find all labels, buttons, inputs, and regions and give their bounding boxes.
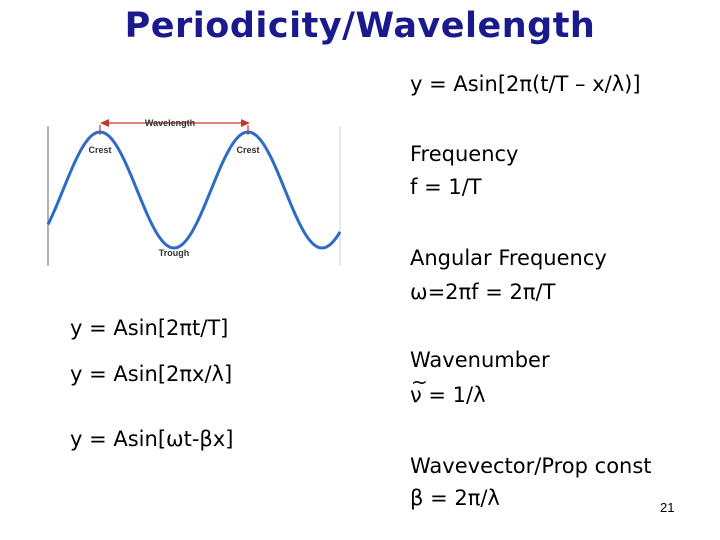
slide-title: Periodicity/Wavelength [124,6,596,46]
trough-label: Trough [159,248,190,258]
equation-combined: y = Asin[ωt-βx] [70,427,234,451]
wave-diagram: Wavelength Crest Crest Trough [46,118,342,266]
crest-left-label: Crest [88,145,111,155]
wavevector-label: Wavevector/Prop const [410,454,652,478]
crest-right-label: Crest [236,145,259,155]
page-number: 21 [660,500,675,515]
angular-frequency-label: Angular Frequency [410,246,607,270]
wavelength-arrowhead-right [241,119,250,127]
wavenumber-symbol: ν [410,370,427,407]
frequency-formula: f = 1/T [410,175,482,199]
main-equation: y = Asin[2π(t/T – x/λ)] [410,72,641,96]
wavenumber-label: Wavenumber [410,348,550,372]
wavevector-formula: β = 2π/λ [410,486,500,510]
wavelength-arrowhead-left [100,119,109,127]
wavelength-label: Wavelength [145,118,195,128]
wave-curve [46,130,342,250]
equation-time: y = Asin[2πt/T] [70,316,229,340]
wavenumber-formula-rest: = 1/λ [421,383,486,407]
frequency-label: Frequency [410,142,519,166]
angular-frequency-formula: ω=2πf = 2π/T [410,280,556,304]
wavenumber-formula: ν = 1/λ [410,370,486,407]
equation-space: y = Asin[2πx/λ] [70,362,233,386]
